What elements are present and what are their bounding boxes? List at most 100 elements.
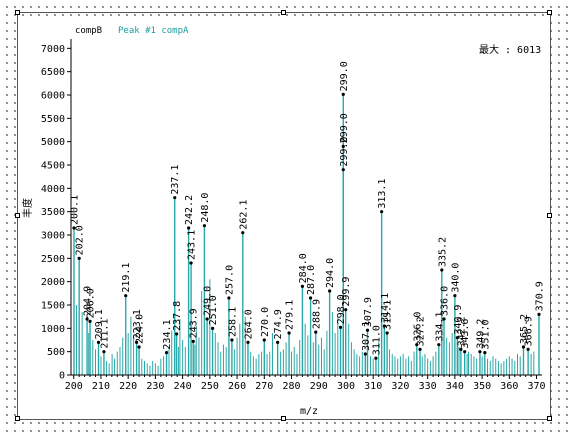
legend-peak-compA: Peak #1 compA xyxy=(118,26,189,36)
peak-label: 307.1 xyxy=(361,321,372,351)
peak-label: 313.1 xyxy=(377,179,388,209)
axes: 0 500 1000 1500 2000 2500 3000 3500 4000 4500 5000… xyxy=(41,39,546,392)
peak-marker xyxy=(415,343,419,347)
peak-label: 209.1 xyxy=(94,309,105,339)
peak-marker xyxy=(173,196,177,200)
x-tick-label: 330 xyxy=(419,381,437,392)
x-axis-label: m/z xyxy=(300,406,318,417)
peak-marker xyxy=(521,345,526,349)
resize-handle-top-left[interactable] xyxy=(15,10,20,15)
peak-label: 365.2 xyxy=(519,314,530,344)
peak-marker xyxy=(380,210,384,214)
peak-marker xyxy=(102,350,106,354)
peak-marker xyxy=(137,345,141,349)
peak-marker xyxy=(77,256,81,260)
resize-handle-bottom-left[interactable] xyxy=(15,416,20,421)
peak-label: 223.1 xyxy=(132,309,143,339)
x-tick-label: 250 xyxy=(201,381,219,392)
y-tick-label: 5000 xyxy=(41,137,65,148)
peak-label: 219.1 xyxy=(121,263,132,293)
peak-marker xyxy=(191,339,195,343)
peak-marker xyxy=(385,331,389,335)
peak-marker xyxy=(205,317,209,321)
peak-marker xyxy=(210,326,215,330)
resize-handle-top-center[interactable] xyxy=(281,10,286,15)
resize-handle-middle-left[interactable] xyxy=(15,213,20,218)
resize-handle-bottom-center[interactable] xyxy=(281,416,286,421)
peak-label: 211.1 xyxy=(99,319,110,349)
y-tick-label: 3500 xyxy=(41,207,65,218)
peak-label: 202.0 xyxy=(75,225,86,255)
peak-label: 284.0 xyxy=(298,253,309,283)
peak-label: 204.9 xyxy=(83,286,94,316)
peak-marker xyxy=(314,330,318,334)
peak-marker xyxy=(437,343,441,347)
y-tick-label: 2500 xyxy=(41,254,65,265)
peak-marker xyxy=(341,92,345,96)
peak-marker xyxy=(483,351,487,355)
x-tick-label: 280 xyxy=(282,381,300,392)
peak-marker xyxy=(344,308,348,312)
x-tick-label: 310 xyxy=(364,381,382,392)
peak-marker xyxy=(365,328,370,332)
y-tick-label: 2000 xyxy=(41,277,65,288)
x-tick-label: 210 xyxy=(92,381,110,392)
peak-label: 327.2 xyxy=(416,316,427,346)
x-tick-label: 340 xyxy=(446,381,464,392)
series-bars xyxy=(73,94,540,375)
peak-marker xyxy=(241,231,245,235)
peak-label: 299.9 xyxy=(341,277,352,307)
x-tick-label: 370 xyxy=(528,381,546,392)
peak-marker xyxy=(164,351,169,355)
peak-label: 258.1 xyxy=(227,307,238,337)
peak-label: 237.1 xyxy=(170,165,181,195)
peak-marker xyxy=(440,268,444,272)
y-tick-label: 6500 xyxy=(41,67,65,78)
peak-label: 237.8 xyxy=(172,301,183,331)
peak-label: 270.0 xyxy=(260,307,271,337)
resize-handle-middle-right[interactable] xyxy=(547,213,552,218)
resize-handle-bottom-right[interactable] xyxy=(547,416,552,421)
peak-label: 243.1 xyxy=(187,230,198,260)
peak-marker xyxy=(287,331,291,335)
x-tick-label: 350 xyxy=(473,381,491,392)
y-axis-label: 丰度 xyxy=(21,198,34,218)
peak-marker xyxy=(459,347,463,351)
peak-label: 349.2 xyxy=(475,319,486,349)
peak-marker xyxy=(526,347,530,351)
peak-marker xyxy=(88,319,92,323)
peak-marker xyxy=(246,340,250,344)
peak-label: 288.9 xyxy=(311,299,322,329)
x-tick-label: 230 xyxy=(146,381,164,392)
peak-label: 343.6 xyxy=(460,319,471,349)
peak-label: 370.9 xyxy=(535,281,546,311)
peak-marker xyxy=(374,356,378,360)
peak-label: 366.9 xyxy=(524,316,535,346)
x-tick-label: 290 xyxy=(310,381,328,392)
peak-marker xyxy=(72,226,76,230)
peak-marker xyxy=(175,332,179,336)
peak-label: 342.2 xyxy=(456,316,467,346)
y-tick-label: 4000 xyxy=(41,184,65,195)
peak-label: 274.9 xyxy=(273,309,284,339)
y-tick-label: 500 xyxy=(47,347,65,358)
peak-marker xyxy=(227,296,231,300)
peak-label: 262.1 xyxy=(238,200,249,230)
peak-label: 242.2 xyxy=(184,195,195,225)
y-tick-label: 0 xyxy=(59,371,65,382)
x-tick-label: 220 xyxy=(119,381,137,392)
y-tick-label: 4500 xyxy=(41,161,65,172)
peak-label: 234.1 xyxy=(162,319,173,349)
peak-marker xyxy=(189,261,193,265)
peak-marker xyxy=(262,338,266,342)
peak-label: 206.0 xyxy=(86,288,97,318)
peak-marker xyxy=(202,224,207,228)
peak-label: 294.0 xyxy=(325,258,336,288)
peak-label: 340.0 xyxy=(450,263,461,293)
x-tick-label: 270 xyxy=(255,381,273,392)
peak-marker xyxy=(135,340,139,344)
resize-handle-top-right[interactable] xyxy=(547,10,552,15)
peak-label: 243.9 xyxy=(189,308,200,338)
peak-marker xyxy=(453,294,457,298)
